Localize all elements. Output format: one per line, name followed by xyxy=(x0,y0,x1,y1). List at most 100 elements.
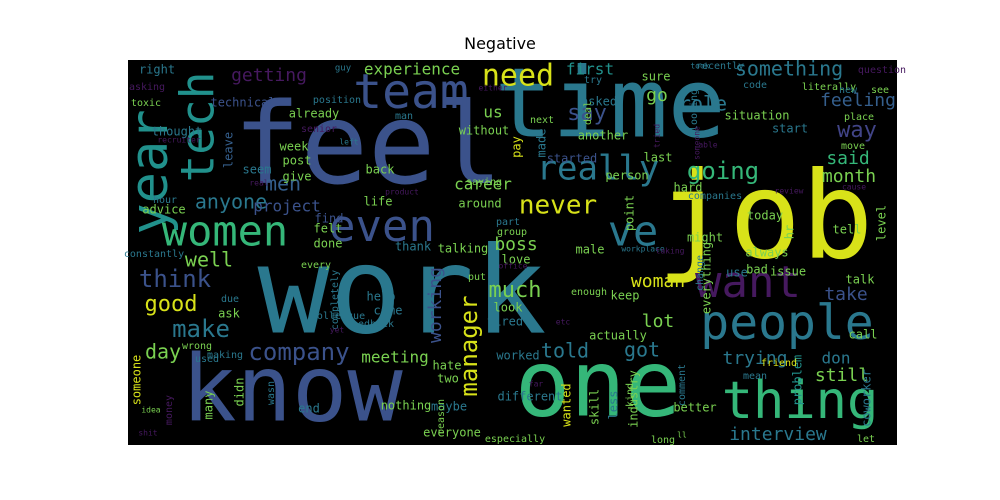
cloud-word: never xyxy=(519,191,597,221)
cloud-word: someone xyxy=(130,355,144,406)
cloud-word: career xyxy=(454,175,512,194)
cloud-word: something xyxy=(735,57,843,81)
cloud-word: time xyxy=(494,47,725,159)
cloud-word: much xyxy=(489,278,542,303)
cloud-word: man xyxy=(395,111,413,122)
cloud-word: either xyxy=(479,84,508,93)
cloud-word: part xyxy=(496,217,520,228)
cloud-word: talk xyxy=(846,273,876,287)
cloud-word: due xyxy=(221,294,239,305)
cloud-background xyxy=(128,60,897,445)
cloud-word: real xyxy=(249,179,268,188)
cloud-word: long xyxy=(651,435,675,446)
cloud-word: asked xyxy=(581,95,617,109)
cloud-word: skill xyxy=(588,389,602,425)
cloud-word: tell xyxy=(833,223,862,237)
cloud-word: asking xyxy=(129,82,165,93)
cloud-word: literally xyxy=(802,82,856,93)
cloud-word: around xyxy=(458,197,501,211)
cloud-word: work xyxy=(258,223,547,362)
cloud-word: another xyxy=(578,129,629,143)
cloud-word: pay xyxy=(510,136,524,158)
cloud-word: getting xyxy=(231,65,307,86)
cloud-word: help xyxy=(367,290,396,304)
cloud-word: job xyxy=(657,148,874,287)
cloud-word: better xyxy=(673,401,716,415)
cloud-word: enough xyxy=(571,287,607,298)
cloud-word: hour xyxy=(153,195,177,206)
cloud-word: good xyxy=(145,292,198,317)
cloud-word: woman xyxy=(631,271,685,292)
cloud-word: tried xyxy=(653,124,662,148)
cloud-word: male xyxy=(576,243,605,257)
cloud-word: said xyxy=(826,148,869,169)
cloud-word: feel xyxy=(233,80,503,210)
cloud-word: etc xyxy=(556,318,571,327)
cloud-word: today xyxy=(747,209,783,223)
cloud-word: boss xyxy=(494,234,537,255)
cloud-word: year xyxy=(120,109,180,234)
cloud-word: feeling xyxy=(820,90,896,111)
cloud-word: friend xyxy=(761,358,797,369)
cloud-word: point xyxy=(623,195,637,231)
cloud-word: place xyxy=(844,112,874,123)
cloud-word: working xyxy=(425,267,446,343)
cloud-word: left xyxy=(339,138,358,147)
cloud-word: say xyxy=(567,101,607,126)
cloud-word: constantly xyxy=(124,249,184,260)
cloud-word: cause xyxy=(842,183,866,192)
cloud-word: issue xyxy=(770,265,806,279)
cloud-word: made xyxy=(535,129,549,158)
cloud-word: told xyxy=(541,339,589,363)
cloud-word: day xyxy=(145,340,181,364)
cloud-word: used xyxy=(195,354,219,365)
cloud-word: look xyxy=(494,301,524,315)
cloud-word: life xyxy=(364,195,393,209)
cloud-word: especially xyxy=(485,434,545,445)
cloud-word: everyone xyxy=(423,426,481,440)
cloud-word: keep xyxy=(611,289,640,303)
cloud-word: next xyxy=(530,115,554,126)
cloud-word: hate xyxy=(433,359,462,373)
cloud-word: senior xyxy=(301,124,337,135)
cloud-word: leave xyxy=(222,132,236,168)
cloud-word: might xyxy=(687,231,723,245)
cloud-word: give xyxy=(283,170,312,184)
cloud-word: take xyxy=(824,284,867,305)
cloud-word: men xyxy=(265,172,301,196)
cloud-word: love xyxy=(502,253,531,267)
cloud-word: ve xyxy=(608,207,659,256)
cloud-word: colleague xyxy=(311,311,365,322)
cloud-word: always xyxy=(745,246,788,260)
cloud-word: shit xyxy=(138,429,157,438)
cloud-word: yet xyxy=(330,326,345,335)
cloud-word: making xyxy=(207,350,243,361)
cloud-word: still xyxy=(815,365,869,386)
cloud-word: code xyxy=(743,80,767,91)
cloud-word: able xyxy=(698,141,717,150)
cloud-word: maybe xyxy=(431,400,467,414)
cloud-word: week xyxy=(280,140,310,154)
cloud-word: try xyxy=(584,75,602,86)
cloud-word: way xyxy=(837,118,877,143)
cloud-word: kind xyxy=(625,383,636,407)
cloud-word: let xyxy=(857,434,875,445)
cloud-word: toxic xyxy=(131,98,161,109)
cloud-word: put xyxy=(468,272,486,283)
cloud-word: even xyxy=(329,201,435,252)
cloud-word: technical xyxy=(210,96,275,110)
cloud-word: post xyxy=(283,154,312,168)
cloud-word: us xyxy=(483,103,502,122)
cloud-word: women xyxy=(162,207,288,256)
cloud-word: seem xyxy=(243,163,272,177)
cloud-word: end xyxy=(298,402,320,416)
cloud-word: people xyxy=(700,295,873,351)
cloud-word: interview xyxy=(729,424,827,445)
cloud-word: ll xyxy=(677,431,687,440)
cloud-word: well xyxy=(185,248,233,272)
cloud-word: level xyxy=(875,205,889,241)
cloud-word: trying xyxy=(722,348,787,369)
cloud-word: need xyxy=(482,59,554,94)
cloud-word: find xyxy=(315,212,344,226)
cloud-word: role xyxy=(679,92,727,116)
